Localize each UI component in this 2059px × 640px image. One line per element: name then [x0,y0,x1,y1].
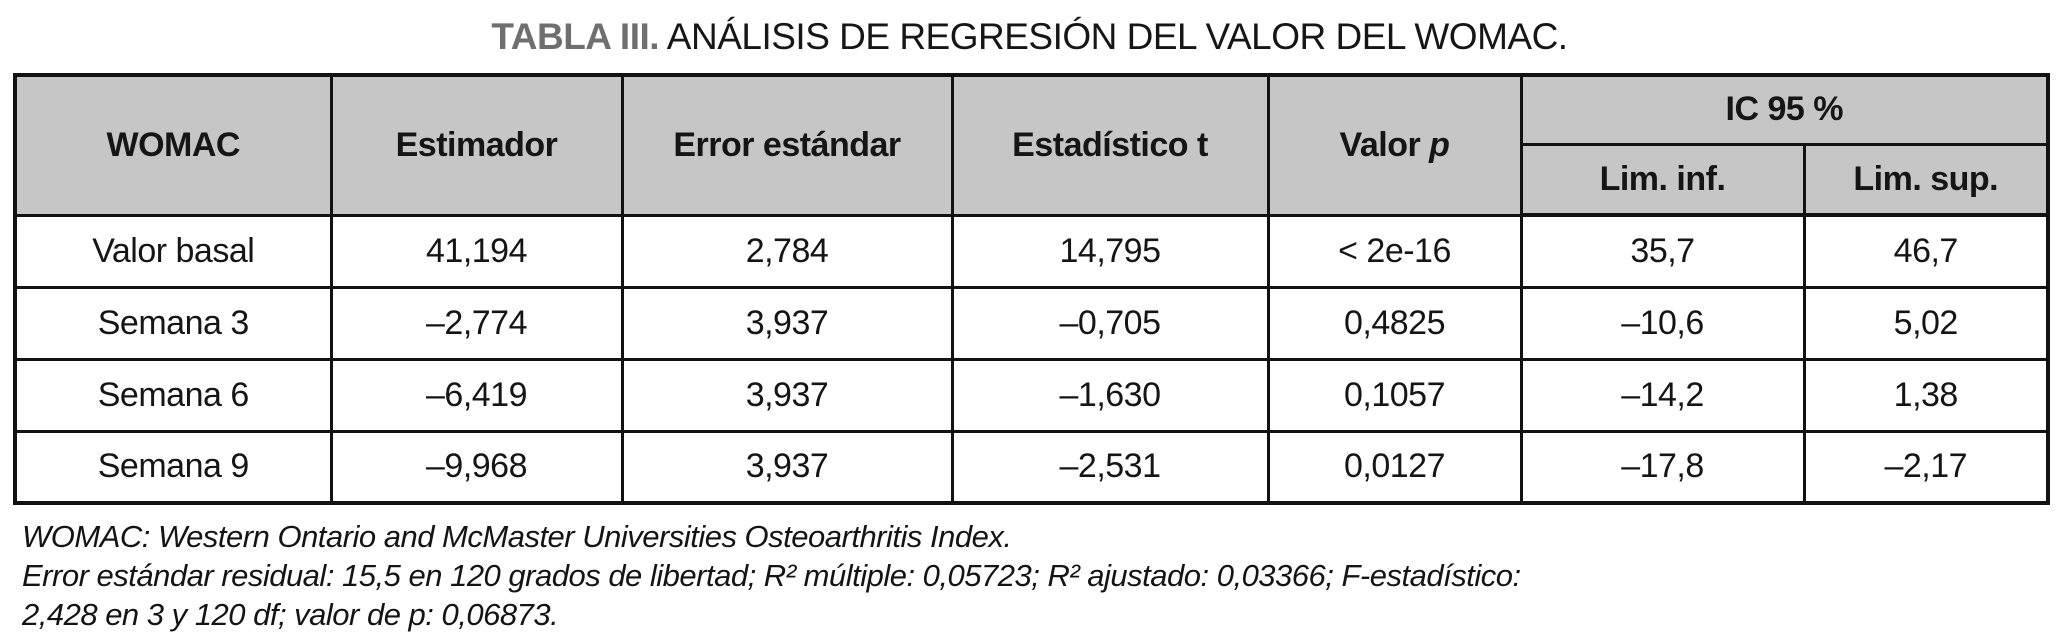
cell-womac: Valor basal [13,213,333,289]
footnote-model-stats-line1: Error estándar residual: 15,5 en 120 gra… [22,558,1521,593]
header-cell-lim-inf: Lim. inf. [1519,142,1806,217]
cell-lim-inf: –17,8 [1519,429,1806,505]
regression-table: WOMAC Estimador Error estándar Estadísti… [13,73,2051,505]
cell-womac: Semana 6 [13,357,333,433]
header-cell-lim-sup: Lim. sup. [1802,142,2050,217]
table-title: TABLA III. ANÁLISIS DE REGRESIÓN DEL VAL… [0,16,2059,58]
cell-estadistico-t: 14,795 [950,213,1270,289]
valor-p-prefix: Valor [1339,125,1430,164]
cell-womac: Semana 9 [13,429,333,505]
cell-lim-sup: –2,17 [1802,429,2050,505]
cell-lim-sup: 46,7 [1802,213,2050,289]
cell-estimador: –9,968 [329,429,624,505]
header-cell-valor-p: Valor p [1266,73,1523,217]
cell-estadistico-t: –0,705 [950,285,1270,361]
cell-lim-sup: 5,02 [1802,285,2050,361]
table-header: WOMAC Estimador Error estándar Estadísti… [13,73,2050,217]
cell-error-estandar: 3,937 [620,285,954,361]
cell-error-estandar: 3,937 [620,429,954,505]
cell-estadistico-t: –1,630 [950,357,1270,433]
table-body: Valor basal 41,194 2,784 14,795 < 2e-16 … [13,213,2050,505]
table-row-semana-9: Semana 9 –9,968 3,937 –2,531 0,0127 –17,… [13,429,2050,505]
table-row-semana-6: Semana 6 –6,419 3,937 –1,630 0,1057 –14,… [13,357,2050,433]
footnote-womac-definition: WOMAC: Western Ontario and McMaster Univ… [22,519,1012,554]
cell-lim-inf: –10,6 [1519,285,1806,361]
cell-lim-inf: –14,2 [1519,357,1806,433]
cell-valor-p: 0,1057 [1266,357,1523,433]
table-title-text: ANÁLISIS DE REGRESIÓN DEL VALOR DEL WOMA… [659,16,1568,57]
table-title-number: TABLA III. [491,16,660,57]
footnotes: WOMAC: Western Ontario and McMaster Univ… [22,517,2059,634]
cell-estimador: 41,194 [329,213,624,289]
valor-p-symbol: p [1429,125,1450,164]
cell-lim-inf: 35,7 [1519,213,1806,289]
cell-error-estandar: 3,937 [620,357,954,433]
cell-valor-p: < 2e-16 [1266,213,1523,289]
header-cell-estadistico-t: Estadístico t [950,73,1270,217]
cell-womac: Semana 3 [13,285,333,361]
header-cell-error-estandar: Error estándar [620,73,954,217]
cell-error-estandar: 2,784 [620,213,954,289]
header-cell-womac: WOMAC [13,73,333,217]
table-row-valor-basal: Valor basal 41,194 2,784 14,795 < 2e-16 … [13,213,2050,289]
page: TABLA III. ANÁLISIS DE REGRESIÓN DEL VAL… [0,16,2059,640]
header-cell-ic95: IC 95 % [1519,73,2050,146]
cell-lim-sup: 1,38 [1802,357,2050,433]
table-row-semana-3: Semana 3 –2,774 3,937 –0,705 0,4825 –10,… [13,285,2050,361]
cell-estimador: –2,774 [329,285,624,361]
cell-estimador: –6,419 [329,357,624,433]
cell-valor-p: 0,0127 [1266,429,1523,505]
cell-estadistico-t: –2,531 [950,429,1270,505]
cell-valor-p: 0,4825 [1266,285,1523,361]
header-cell-estimador: Estimador [329,73,624,217]
footnote-model-stats-line2: 2,428 en 3 y 120 df; valor de p: 0,06873… [22,597,559,632]
